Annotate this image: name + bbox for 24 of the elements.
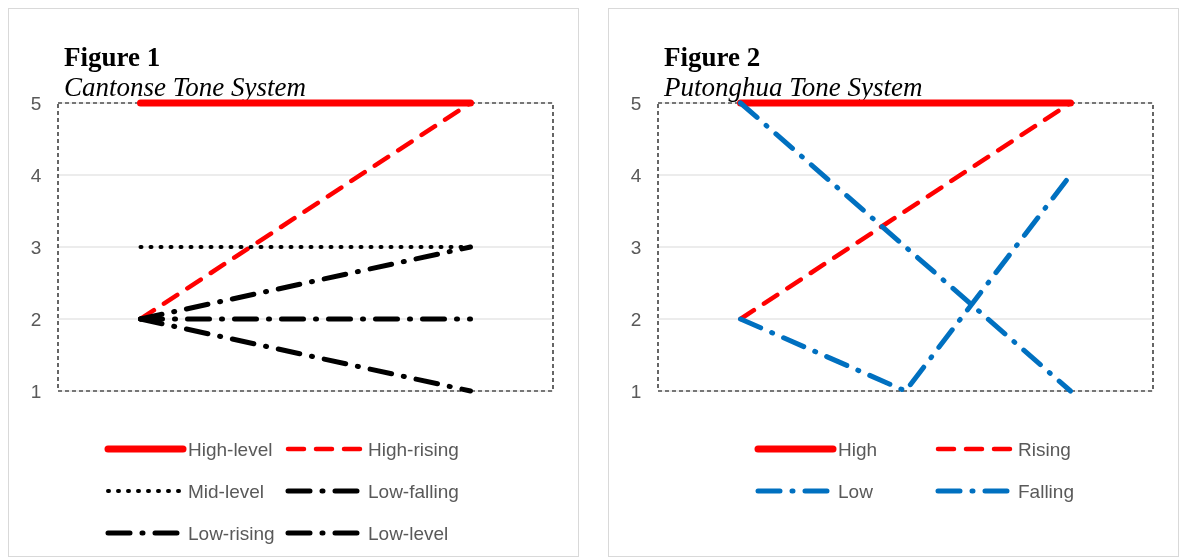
y-tick-label: 2 [30, 308, 42, 330]
legend-label: High-level [188, 438, 273, 460]
legend-label: Low [838, 480, 874, 502]
y-tick-label: 4 [30, 164, 42, 186]
legend-label: High-rising [368, 438, 459, 460]
y-tick-label: 3 [630, 236, 642, 258]
y-tick-label: 1 [30, 380, 42, 402]
chart-subtitle: Putonghua Tone System [663, 72, 923, 102]
legend-label: Low-falling [368, 480, 459, 502]
legend-label: High [838, 438, 878, 460]
chart-title: Figure 1 [64, 42, 161, 72]
chart-subtitle: Cantonse Tone System [64, 72, 306, 102]
legend-label: Mid-level [188, 480, 265, 502]
legend-label: Falling [1018, 480, 1074, 502]
y-tick-label: 3 [30, 236, 42, 258]
chart-title: Figure 2 [664, 42, 761, 72]
y-tick-label: 4 [630, 164, 642, 186]
y-tick-label: 5 [30, 92, 42, 114]
legend-label: Rising [1018, 438, 1071, 460]
y-tick-label: 2 [630, 308, 642, 330]
y-tick-label: 5 [630, 92, 642, 114]
y-tick-label: 1 [630, 380, 642, 402]
legend-label: Low-rising [188, 522, 275, 544]
legend-label: Low-level [368, 522, 449, 544]
